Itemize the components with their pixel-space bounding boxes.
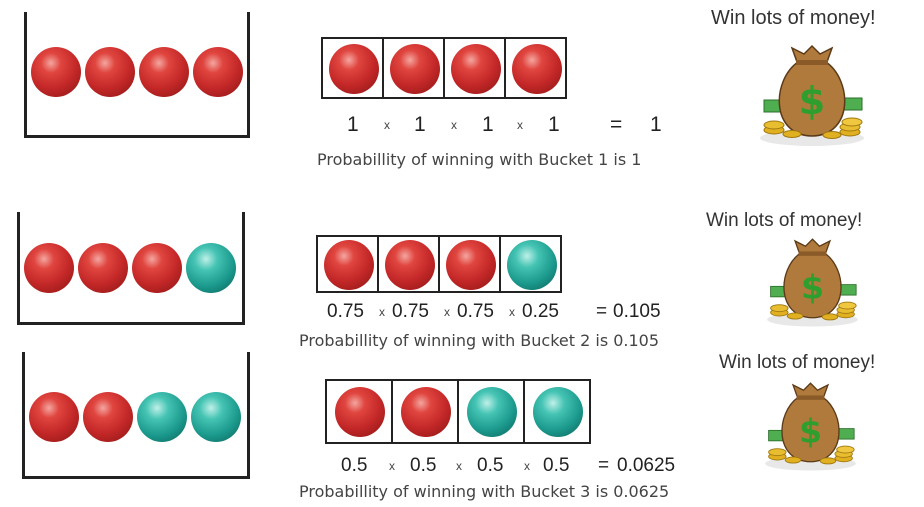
multiply-sign: x xyxy=(509,305,515,319)
equals-sign: = xyxy=(610,113,623,136)
draw-slots-2 xyxy=(316,235,562,293)
draw-slot xyxy=(523,379,591,444)
probability-term: 1 xyxy=(347,113,359,136)
bucket-3-caption: Probabillity of winning with Bucket 3 is… xyxy=(299,482,670,501)
bucket-3-ball-3 xyxy=(137,392,187,442)
bucket-1-ball-2 xyxy=(85,47,135,97)
bucket-2-ball-3 xyxy=(132,243,182,293)
draw-slot xyxy=(325,379,393,444)
multiply-sign: x xyxy=(451,118,457,132)
bucket-3-ball-2 xyxy=(83,392,133,442)
probability-term: 1 xyxy=(482,113,494,136)
bucket-1 xyxy=(24,12,250,138)
bucket-2-caption: Probabillity of winning with Bucket 2 is… xyxy=(299,331,660,350)
probability-term: 0.75 xyxy=(392,301,429,322)
probability-result: 1 xyxy=(650,113,662,136)
multiply-sign: x xyxy=(444,305,450,319)
bucket-3-ball-1 xyxy=(29,392,79,442)
probability-term: 0.75 xyxy=(457,301,494,322)
money-bag-icon: $ xyxy=(760,44,864,146)
bucket-2 xyxy=(17,212,245,325)
draw-slot xyxy=(391,379,459,444)
draw-slot xyxy=(321,37,384,99)
drawn-ball xyxy=(335,387,385,437)
multiply-sign: x xyxy=(384,118,390,132)
draw-slots-1 xyxy=(321,37,567,99)
bucket-3-ball-4 xyxy=(191,392,241,442)
svg-text:$: $ xyxy=(799,79,825,123)
probability-term: 0.5 xyxy=(341,455,368,476)
multiply-sign: x xyxy=(524,459,530,473)
drawn-ball xyxy=(451,44,501,94)
drawn-ball xyxy=(329,44,379,94)
drawn-ball xyxy=(446,240,496,290)
bucket-1-ball-4 xyxy=(193,47,243,97)
probability-result: 0.105 xyxy=(613,301,661,322)
draw-slots-3 xyxy=(325,379,591,444)
probability-term: 1 xyxy=(548,113,560,136)
svg-text:$: $ xyxy=(799,412,822,451)
win-text-2: Win lots of money! xyxy=(706,210,863,231)
probability-result: 0.0625 xyxy=(617,455,676,476)
multiply-sign: x xyxy=(389,459,395,473)
drawn-ball xyxy=(467,387,517,437)
money-bag-icon: $ xyxy=(767,238,858,327)
draw-slot xyxy=(382,37,445,99)
probability-term: 0.5 xyxy=(543,455,570,476)
multiply-sign: x xyxy=(456,459,462,473)
draw-slot xyxy=(443,37,506,99)
win-text-1: Win lots of money! xyxy=(711,7,876,29)
multiply-sign: x xyxy=(517,118,523,132)
drawn-ball xyxy=(390,44,440,94)
probability-term: 0.25 xyxy=(522,301,559,322)
money-bag-icon: $ xyxy=(765,382,856,471)
draw-slot xyxy=(377,235,440,293)
drawn-ball xyxy=(512,44,562,94)
bucket-2-ball-1 xyxy=(24,243,74,293)
draw-slot xyxy=(457,379,525,444)
probability-term: 1 xyxy=(414,113,426,136)
equals-sign: = xyxy=(596,301,608,322)
multiply-sign: x xyxy=(379,305,385,319)
svg-text:$: $ xyxy=(801,268,824,307)
bucket-2-ball-2 xyxy=(78,243,128,293)
draw-slot xyxy=(499,235,562,293)
bucket-1-ball-3 xyxy=(139,47,189,97)
bucket-3 xyxy=(22,352,250,479)
draw-slot xyxy=(438,235,501,293)
bucket-1-ball-1 xyxy=(31,47,81,97)
probability-term: 0.5 xyxy=(410,455,437,476)
win-text-3: Win lots of money! xyxy=(719,352,876,373)
bucket-1-caption: Probabillity of winning with Bucket 1 is… xyxy=(317,150,642,169)
draw-slot xyxy=(504,37,567,99)
equals-sign: = xyxy=(598,455,610,476)
drawn-ball xyxy=(401,387,451,437)
draw-slot xyxy=(316,235,379,293)
probability-term: 0.75 xyxy=(327,301,364,322)
drawn-ball xyxy=(507,240,557,290)
drawn-ball xyxy=(533,387,583,437)
bucket-2-ball-4 xyxy=(186,243,236,293)
drawn-ball xyxy=(324,240,374,290)
drawn-ball xyxy=(385,240,435,290)
probability-term: 0.5 xyxy=(477,455,504,476)
